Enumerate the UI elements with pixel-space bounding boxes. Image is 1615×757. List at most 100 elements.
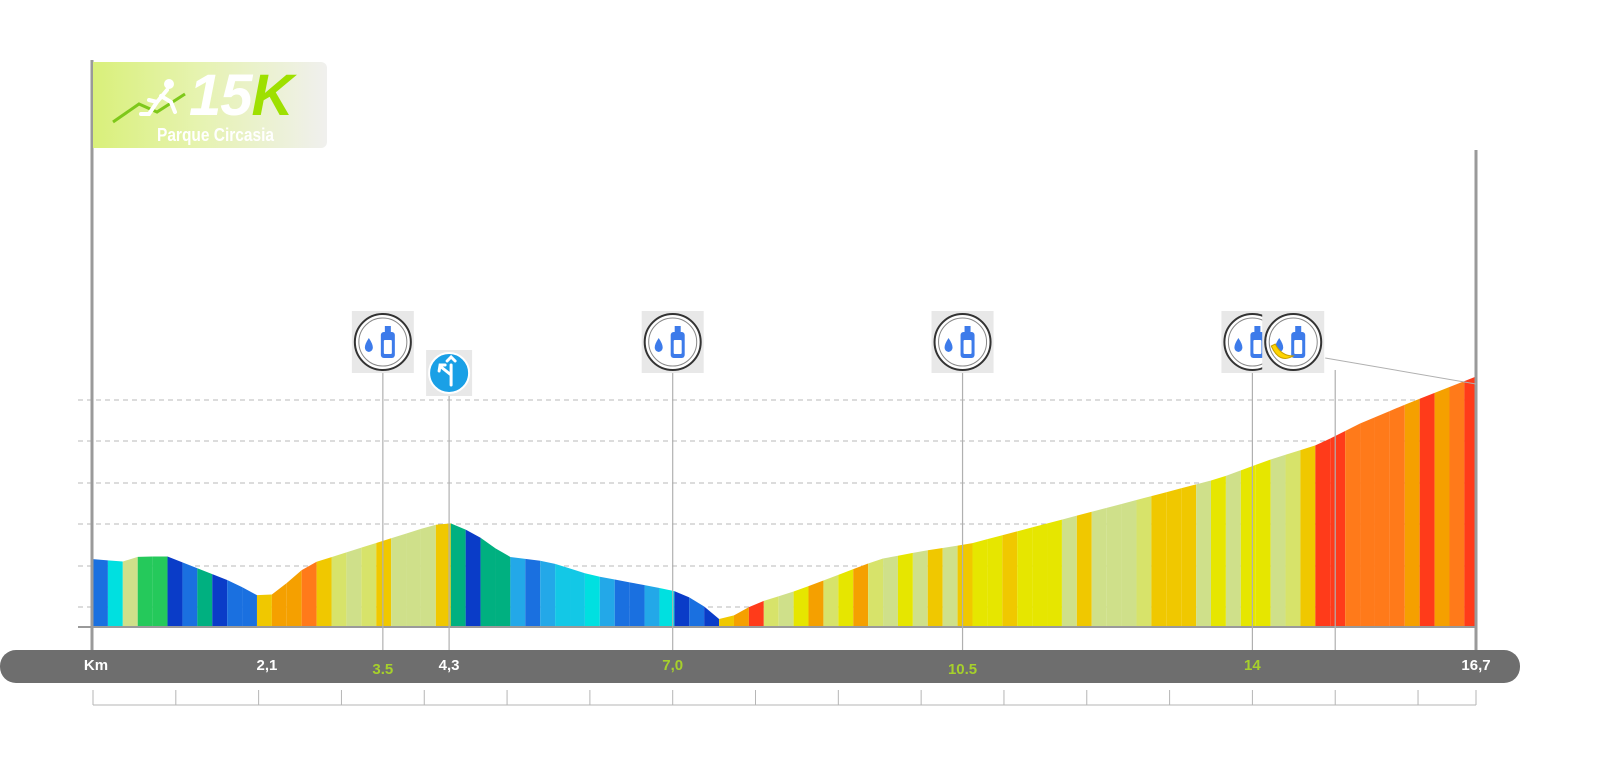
water-bottle-icon	[351, 311, 414, 373]
elevation-segment	[1345, 423, 1361, 627]
chart-markers	[351, 311, 1477, 650]
elevation-segment	[599, 576, 615, 627]
finish-leader-line	[1325, 357, 1477, 385]
elevation-segment	[346, 547, 362, 627]
logo-subtitle: Parque Circasia	[157, 125, 275, 145]
elevation-segment	[182, 562, 198, 627]
elevation-segment	[1255, 459, 1271, 627]
elevation-segment	[1091, 507, 1107, 627]
km-axis-bar	[0, 650, 1520, 683]
elevation-segment	[137, 556, 153, 627]
elevation-segment	[1449, 381, 1465, 627]
elevation-segment	[1404, 398, 1420, 627]
elevation-segment	[1032, 523, 1048, 627]
elevation-segment	[1270, 454, 1286, 627]
elevation-segment	[689, 597, 705, 627]
water-bottle-icon	[641, 311, 704, 373]
axis-km-label: 4,3	[438, 657, 460, 674]
axis-km-label: 10.5	[947, 661, 978, 678]
elevation-segment	[316, 557, 332, 627]
elevation-segment	[480, 537, 496, 627]
elevation-segment	[1285, 450, 1301, 627]
bottom-ticks	[92, 690, 1477, 706]
chart-frame	[78, 60, 1478, 650]
elevation-segment	[972, 539, 988, 627]
elevation-segment	[674, 591, 690, 627]
elevation-segment	[540, 560, 556, 627]
elevation-segment	[495, 548, 511, 627]
elevation-segment	[1047, 519, 1062, 627]
elevation-segment	[1181, 484, 1197, 627]
elevation-segment	[212, 574, 228, 627]
elevation-segment	[1419, 392, 1435, 627]
elevation-segment	[942, 545, 958, 627]
elevation-segment	[957, 543, 973, 627]
elevation-segment	[107, 560, 123, 627]
elevation-segment	[733, 607, 749, 627]
elevation-segment	[1210, 475, 1226, 627]
elevation-segment	[883, 555, 898, 627]
elevation-segment	[644, 585, 660, 627]
banana-water-icon	[1262, 311, 1325, 373]
elevation-segment	[1389, 404, 1405, 627]
axis-km-label: 3.5	[372, 661, 394, 678]
elevation-segment	[1061, 515, 1077, 627]
elevation-segment	[1136, 496, 1152, 627]
elevation-segment	[823, 574, 839, 627]
turn-left-icon	[426, 350, 473, 396]
elevation-segment	[748, 600, 764, 627]
water-bottle-icon	[931, 311, 994, 373]
elevation-segment	[1330, 431, 1346, 627]
elevation-segment	[1106, 503, 1122, 627]
elevation-segment	[286, 570, 302, 627]
elevation-segment	[435, 523, 451, 627]
elevation-segment	[1300, 445, 1316, 627]
elevation-segment	[704, 606, 720, 627]
elevation-segment	[331, 552, 347, 627]
elevation-segment	[897, 552, 913, 627]
elevation-segment	[1315, 438, 1331, 627]
axis-km-label: 14	[1244, 657, 1261, 674]
elevation-segment	[391, 533, 407, 627]
elevation-segment	[570, 568, 585, 627]
axis-km-label: 16,7	[1461, 657, 1491, 674]
elevation-segment	[1464, 376, 1476, 627]
elevation-segment	[778, 591, 794, 627]
elevation-segment	[406, 528, 421, 627]
elevation-segment	[555, 563, 571, 627]
elevation-segment	[838, 569, 854, 627]
elevation-segment	[465, 529, 481, 627]
elevation-segment	[242, 587, 257, 627]
elevation-segment	[1240, 464, 1256, 627]
elevation-segment	[1434, 386, 1450, 627]
elevation-segment	[197, 568, 213, 627]
elevation-segment	[1225, 470, 1241, 627]
elevation-segment	[256, 594, 272, 627]
elevation-area	[93, 376, 1476, 627]
elevation-segment	[659, 587, 675, 627]
axis-km-label: 7,0	[662, 657, 684, 674]
logo-title: 15K	[189, 63, 293, 128]
axis-unit-label: Km	[83, 657, 109, 674]
elevation-segment	[510, 556, 526, 627]
elevation-segment	[763, 596, 779, 627]
elevation-segment	[793, 586, 809, 627]
elevation-segment	[614, 579, 630, 627]
elevation-segment	[420, 524, 436, 627]
elevation-segment	[93, 559, 108, 627]
elevation-segment	[584, 573, 600, 627]
elevation-segment	[1196, 480, 1211, 627]
elevation-segment	[525, 558, 541, 627]
event-logo: 15K Parque Circasia	[93, 62, 327, 148]
elevation-segment	[227, 580, 243, 627]
elevation-segment	[853, 563, 869, 627]
runner-icon	[112, 79, 186, 124]
elevation-segment	[152, 556, 168, 627]
elevation-segment	[1076, 511, 1092, 627]
elevation-segment	[927, 547, 943, 627]
elevation-segment	[868, 558, 884, 627]
elevation-segment	[1360, 417, 1375, 627]
elevation-segment	[912, 550, 928, 627]
elevation-segment	[1002, 531, 1018, 627]
